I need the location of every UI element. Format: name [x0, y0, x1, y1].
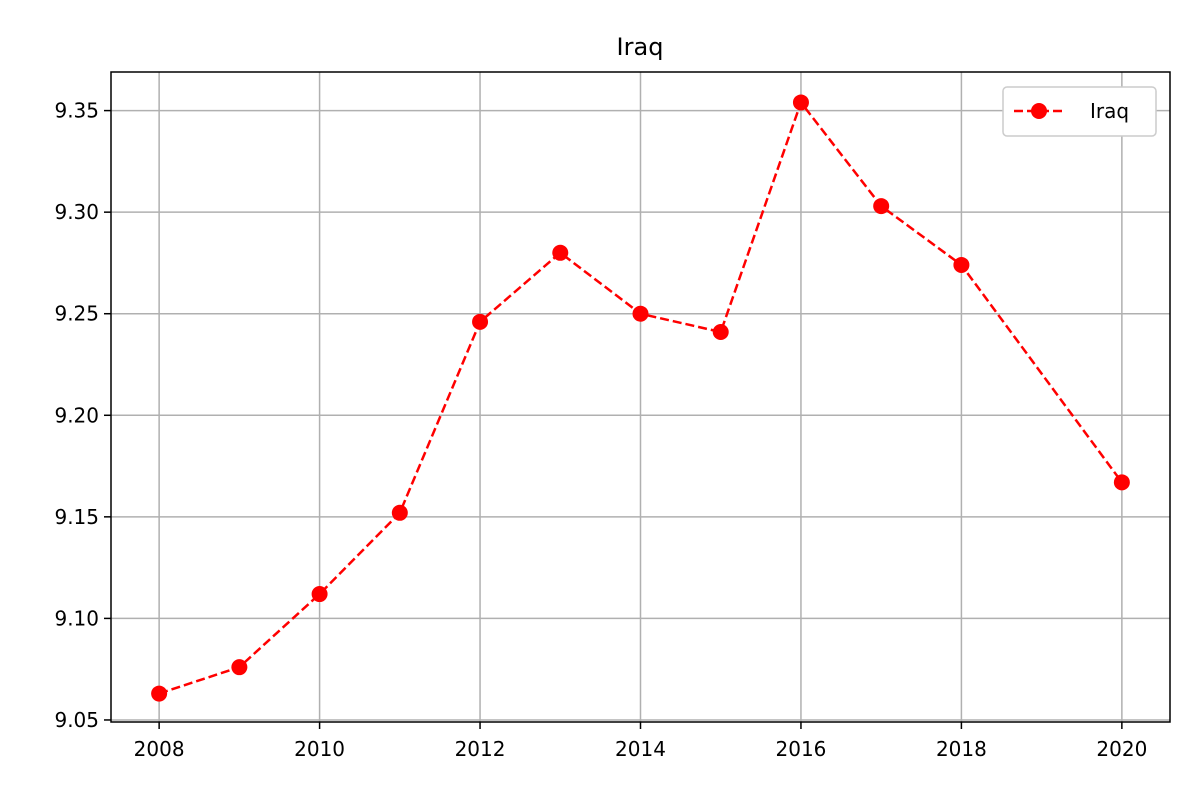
y-tick-label: 9.35: [54, 99, 99, 123]
series-layer: [151, 94, 1130, 702]
x-tick-label: 2014: [615, 737, 666, 761]
x-tick-label: 2010: [294, 737, 345, 761]
y-tick-label: 9.30: [54, 200, 99, 224]
grid: [111, 72, 1170, 722]
x-tick-label: 2016: [776, 737, 827, 761]
legend-marker: [1031, 103, 1047, 119]
legend: Iraq: [1002, 86, 1157, 137]
y-tick-label: 9.25: [54, 302, 99, 326]
data-point: [953, 256, 970, 273]
x-axis: 2008 2010 2012 2014 2016 2018 2020: [134, 722, 1147, 761]
data-point: [151, 685, 168, 702]
legend-box: [1002, 86, 1157, 137]
y-axis: 9.05 9.10 9.15 9.20 9.25 9.30 9.35: [54, 99, 111, 732]
data-point: [632, 305, 649, 322]
y-tick-label: 9.05: [54, 708, 99, 732]
x-tick-label: 2018: [936, 737, 987, 761]
data-point: [792, 94, 809, 111]
x-tick-label: 2008: [134, 737, 185, 761]
x-tick-label: 2020: [1096, 737, 1147, 761]
data-point: [391, 504, 408, 521]
series-line: [158, 99, 1123, 695]
data-point: [712, 324, 729, 340]
data-point: [231, 659, 248, 676]
data-point: [873, 198, 890, 215]
data-point: [1113, 474, 1130, 491]
data-point: [552, 244, 569, 261]
y-tick-label: 9.20: [54, 403, 99, 427]
y-tick-label: 9.15: [54, 505, 99, 529]
x-tick-label: 2012: [455, 737, 506, 761]
legend-label: Iraq: [1090, 99, 1129, 123]
data-point: [311, 586, 328, 603]
data-point: [472, 313, 489, 330]
y-tick-label: 9.10: [54, 606, 99, 630]
chart-title: Iraq: [617, 33, 664, 61]
